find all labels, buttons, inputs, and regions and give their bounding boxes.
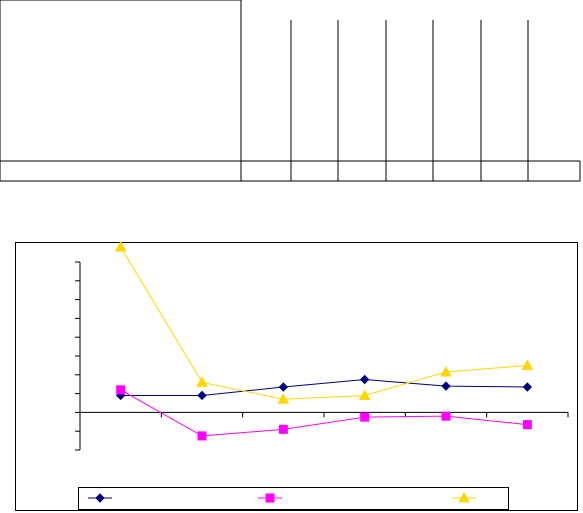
data-point	[278, 424, 288, 434]
data-point	[521, 359, 534, 370]
data-point	[277, 393, 290, 404]
data-point	[197, 431, 207, 441]
chart-frame	[15, 242, 578, 511]
data-point	[358, 389, 371, 400]
data-point	[522, 420, 532, 430]
data-point	[359, 374, 370, 385]
data-point	[197, 390, 207, 401]
empty-table	[0, 0, 581, 182]
legend-marker	[95, 493, 105, 503]
data-point	[116, 385, 126, 395]
data-point	[114, 240, 127, 252]
data-point	[441, 381, 451, 391]
data-point	[441, 411, 451, 421]
legend-marker	[265, 493, 275, 503]
data-point	[440, 365, 452, 377]
legend-box	[78, 487, 509, 510]
series-line	[120, 246, 528, 400]
legend-marker	[458, 491, 470, 503]
data-point	[196, 376, 208, 387]
series-line	[120, 389, 528, 437]
series-line	[120, 378, 528, 396]
data-point	[278, 382, 289, 392]
data-point	[360, 412, 370, 422]
data-point	[522, 382, 533, 392]
